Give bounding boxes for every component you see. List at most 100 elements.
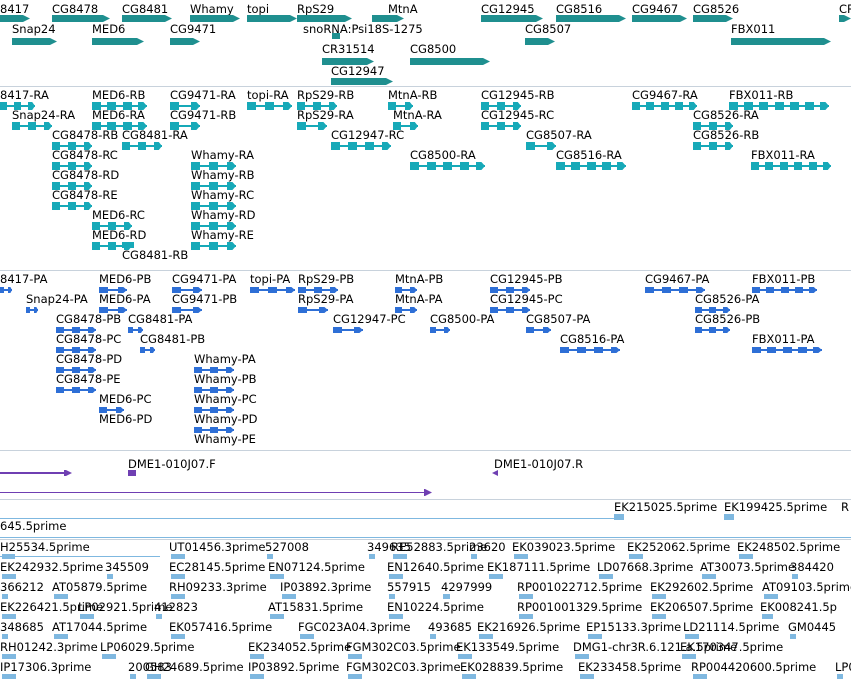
protein-glyph-cg8478-pc[interactable] <box>56 346 96 354</box>
transcript-glyph-mtna-rb[interactable] <box>388 102 413 110</box>
transcript-glyph-med6-rb[interactable] <box>92 102 147 110</box>
est-glyph-at17044-5prime[interactable] <box>54 634 68 639</box>
transcript-glyph-cg9467-ra[interactable] <box>632 102 697 110</box>
clone-line-left[interactable] <box>0 472 68 474</box>
gene-glyph-rps29[interactable] <box>297 15 352 22</box>
protein-glyph-mtna-pa[interactable] <box>395 306 417 314</box>
est-glyph-rp001022712-5prime[interactable] <box>519 594 533 599</box>
est-glyph-ip03892-3prime[interactable] <box>282 594 296 599</box>
clone-arrow-left[interactable] <box>64 470 72 476</box>
transcript-glyph-cg8478-re[interactable] <box>52 202 92 210</box>
gene-glyph-snorna-marker[interactable] <box>332 33 340 39</box>
protein-glyph-cg8526-pb[interactable] <box>695 326 730 334</box>
gene-glyph-mtna[interactable] <box>372 15 404 22</box>
transcript-glyph-med6-rc[interactable] <box>92 222 132 230</box>
est-glyph-at15831-5prime[interactable] <box>270 614 284 619</box>
protein-glyph-fbx011-pb[interactable] <box>752 286 817 294</box>
clone-arrow-long[interactable] <box>424 489 432 496</box>
est-glyph-lp07[interactable] <box>837 674 843 679</box>
est-glyph-348685[interactable] <box>2 634 8 639</box>
est-glyph-412823[interactable] <box>156 614 162 619</box>
est-glyph-ek242932-5prime[interactable] <box>2 574 16 579</box>
est-glyph-at09103-5prime[interactable] <box>764 594 778 599</box>
gene-glyph-topi[interactable] <box>247 15 297 22</box>
est-glyph-366212[interactable] <box>2 594 8 599</box>
est-glyph-ek292602-5prime[interactable] <box>652 594 666 599</box>
est-line-long[interactable] <box>0 518 615 519</box>
gene-glyph-whamy[interactable] <box>190 15 240 22</box>
est-glyph-23620[interactable] <box>471 554 477 559</box>
transcript-glyph-fbx011-ra[interactable] <box>751 162 831 170</box>
transcript-glyph-snap24-ra[interactable] <box>12 122 52 130</box>
est-glyph-ek226421-5prime[interactable] <box>2 614 16 619</box>
protein-glyph-whamy-pb[interactable] <box>194 386 234 394</box>
gene-glyph-snap24[interactable] <box>12 38 57 45</box>
protein-glyph-cg8478-pd[interactable] <box>56 366 96 374</box>
gene-glyph-cg8516[interactable] <box>556 15 626 22</box>
protein-glyph-topi-pa[interactable] <box>250 286 295 294</box>
est-glyph-200583[interactable] <box>130 674 136 679</box>
est-glyph-ek233458-5prime[interactable] <box>580 674 594 679</box>
est-glyph-ek234052-5prime[interactable] <box>250 654 264 659</box>
transcript-glyph-8417-ra[interactable] <box>0 102 35 110</box>
est-glyph-345509[interactable] <box>107 574 113 579</box>
est-glyph-re52883-5prime[interactable] <box>393 554 407 559</box>
gene-glyph-cg12947[interactable] <box>331 78 393 85</box>
est-glyph-fgm302c03-5prime[interactable] <box>348 654 362 659</box>
protein-glyph-cg8500-pa[interactable] <box>430 326 450 334</box>
protein-glyph-cg8526-pa[interactable] <box>695 306 730 314</box>
est-glyph-ek199425[interactable] <box>724 514 734 520</box>
clone-line-long[interactable] <box>0 492 428 493</box>
protein-glyph-cg8481-pa[interactable] <box>128 326 143 334</box>
transcript-glyph-med6-ra[interactable] <box>92 122 147 130</box>
transcript-glyph-cg8526-rb[interactable] <box>693 142 733 150</box>
protein-glyph-cg9467-pa[interactable] <box>645 286 705 294</box>
est-line-h25534[interactable] <box>0 556 160 557</box>
est-glyph-ec28145-5prime[interactable] <box>171 574 185 579</box>
protein-glyph-cg12945-pb[interactable] <box>490 286 530 294</box>
transcript-glyph-cg8481-ra[interactable] <box>122 142 162 150</box>
transcript-glyph-cg8478-rb[interactable] <box>52 142 92 150</box>
protein-glyph-whamy-pd[interactable] <box>194 426 234 434</box>
est-glyph-384420[interactable] <box>792 574 798 579</box>
protein-glyph-snap24-pa[interactable] <box>26 306 38 314</box>
transcript-glyph-cg8526-ra[interactable] <box>693 122 733 130</box>
est-glyph-lp02921-5prime[interactable] <box>80 614 94 619</box>
gene-glyph-med6[interactable] <box>92 38 144 45</box>
clone-glyph-dme1-010j07-f[interactable] <box>128 470 136 476</box>
est-glyph-349635[interactable] <box>369 554 375 559</box>
transcript-glyph-cg8516-ra[interactable] <box>556 162 626 170</box>
est-glyph-at30073-5prime[interactable] <box>702 574 716 579</box>
est-glyph-rp004420600-5prime[interactable] <box>693 674 707 679</box>
protein-glyph-rps29-pa[interactable] <box>298 306 328 314</box>
transcript-glyph-whamy-rb[interactable] <box>191 182 236 190</box>
transcript-glyph-rps29-rb[interactable] <box>297 102 337 110</box>
transcript-glyph-cg8478-rd[interactable] <box>52 182 92 190</box>
transcript-glyph-whamy-ra[interactable] <box>191 162 236 170</box>
est-glyph-en10224-5prime[interactable] <box>389 614 403 619</box>
est-glyph-ek133549-5prime[interactable] <box>458 654 472 659</box>
est-glyph-ek248502-5prime[interactable] <box>739 554 753 559</box>
transcript-glyph-mtna-ra[interactable] <box>393 122 418 130</box>
est-glyph-ut01456-3prime[interactable] <box>171 554 185 559</box>
transcript-glyph-cg12945-rb[interactable] <box>481 102 521 110</box>
est-glyph-ld07668-3prime[interactable] <box>599 574 613 579</box>
protein-glyph-cg8478-pb[interactable] <box>56 326 96 334</box>
gene-glyph-cg8478[interactable] <box>52 15 110 22</box>
protein-glyph-med6-pb[interactable] <box>99 286 127 294</box>
est-glyph-fgm302c03-3prime[interactable] <box>348 674 362 679</box>
est-glyph-ep15133-3prime[interactable] <box>588 634 602 639</box>
gene-glyph-fbx011[interactable] <box>731 38 831 45</box>
gene-glyph-cg8526[interactable] <box>693 15 733 22</box>
est-glyph-en07124-5prime[interactable] <box>270 574 284 579</box>
est-glyph-ek206507-5prime[interactable] <box>652 614 666 619</box>
protein-glyph-cg12947-pc[interactable] <box>333 326 363 334</box>
est-glyph-ek187111-5prime[interactable] <box>489 574 503 579</box>
gene-glyph-cg12945[interactable] <box>481 15 543 22</box>
protein-glyph-8417-pa[interactable] <box>0 286 12 294</box>
gene-glyph-cg8500[interactable] <box>410 58 490 65</box>
protein-glyph-cg9471-pa[interactable] <box>172 286 202 294</box>
protein-glyph-whamy-pa[interactable] <box>194 366 234 374</box>
protein-glyph-cg8481-pb[interactable] <box>140 346 155 354</box>
transcript-glyph-cg12947-rc[interactable] <box>331 142 391 150</box>
